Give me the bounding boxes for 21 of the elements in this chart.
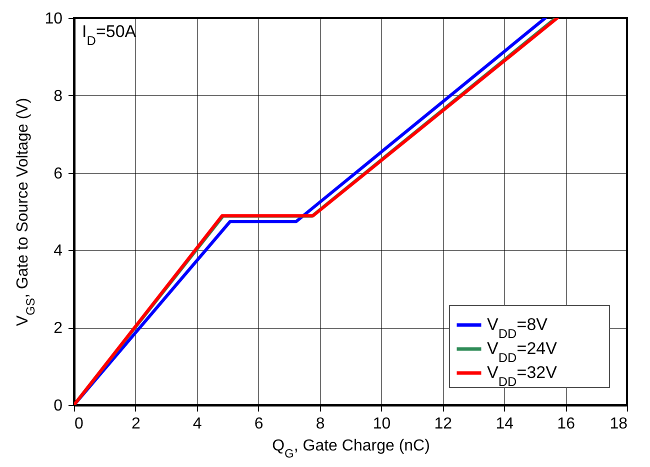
x-tick-label: 2 bbox=[131, 416, 140, 432]
legend-label: V$_{DD}$=32V bbox=[487, 363, 558, 388]
y-tick-label: 8 bbox=[54, 88, 63, 105]
x-tick-label: 14 bbox=[496, 416, 514, 432]
legend-label: V$_{DD}$=8V bbox=[487, 315, 548, 340]
x-tick-label: 16 bbox=[557, 416, 576, 432]
y-tick-label: 2 bbox=[54, 320, 63, 338]
x-tick-label: 8 bbox=[316, 416, 325, 432]
y-tick-label: 10 bbox=[44, 10, 63, 28]
y-tick-label: 6 bbox=[54, 165, 63, 182]
x-tick-label: 18 bbox=[610, 416, 628, 432]
y-tick-label: 0 bbox=[54, 398, 63, 414]
x-tick-label: 12 bbox=[434, 416, 452, 432]
x-tick-label: 4 bbox=[192, 416, 202, 432]
x-tick-label: 6 bbox=[254, 416, 264, 432]
annotation: I$_{D}$=50A bbox=[82, 22, 137, 48]
legend-label: V$_{DD}$=24V bbox=[487, 339, 558, 364]
x-axis-title: Q$_{G}$, Gate Charge (nC) bbox=[272, 438, 430, 460]
x-tick-label: 0 bbox=[74, 416, 84, 432]
y-tick-label: 4 bbox=[54, 242, 63, 260]
x-tick-label: 10 bbox=[372, 416, 391, 432]
